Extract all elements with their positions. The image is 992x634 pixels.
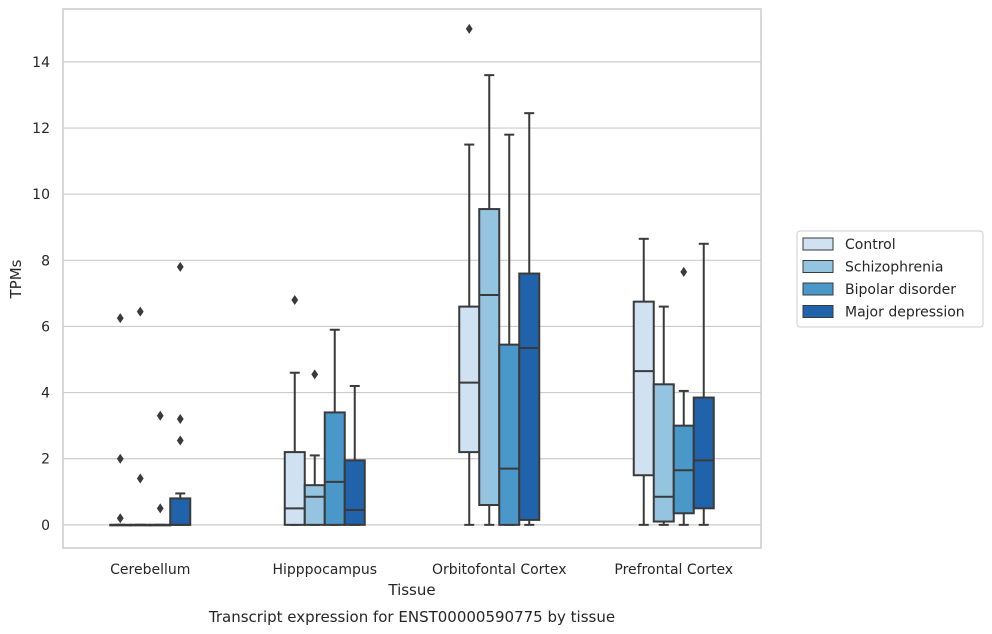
plot-frame	[62, 8, 762, 549]
box	[323, 411, 346, 526]
outlier-point	[116, 513, 124, 524]
outlier-point	[136, 306, 144, 317]
outlier-point	[311, 369, 319, 380]
x-tick-label: Hipppocampus	[272, 562, 377, 578]
box	[692, 396, 715, 510]
box-group	[283, 294, 306, 526]
box-group	[672, 266, 695, 526]
box	[458, 305, 481, 454]
box	[518, 272, 541, 521]
box	[632, 300, 655, 477]
outlier-point	[116, 313, 124, 324]
y-tick-label: 0	[41, 518, 50, 534]
x-axis-label: Tissue	[387, 581, 435, 599]
box-group	[149, 410, 172, 527]
box	[343, 459, 366, 526]
outlier-point	[156, 503, 164, 514]
legend-swatch	[802, 282, 834, 296]
outlier-point	[176, 414, 184, 425]
y-tick-label: 12	[32, 121, 50, 137]
box-group	[109, 313, 132, 527]
outlier-point	[116, 453, 124, 464]
outlier-point	[176, 435, 184, 446]
legend-frame	[796, 230, 984, 328]
outlier-point	[136, 473, 144, 484]
outlier-point	[291, 294, 299, 305]
y-tick-label: 10	[32, 187, 50, 203]
box-group	[518, 112, 541, 526]
box-group	[478, 74, 501, 526]
box	[283, 451, 306, 526]
legend-swatch	[802, 237, 834, 251]
y-tick-label: 2	[41, 452, 50, 468]
gridlines	[63, 61, 761, 526]
legend: Control Schizophrenia Bipolar disorder Majo…	[796, 230, 984, 328]
box	[169, 497, 192, 526]
outlier-point	[156, 410, 164, 421]
legend-label: Schizophrenia	[845, 260, 943, 276]
y-tick-label: 14	[32, 55, 50, 71]
legend-swatch	[802, 305, 834, 318]
outlier-point	[465, 23, 473, 34]
y-tick-label: 8	[41, 253, 50, 269]
box-group	[692, 242, 715, 526]
box-group	[129, 306, 152, 527]
box-group	[343, 384, 366, 526]
box	[478, 208, 501, 507]
box-group	[652, 305, 675, 526]
box-plot-marks	[109, 23, 715, 527]
box-group	[498, 133, 521, 526]
box-group	[458, 23, 481, 526]
box	[498, 343, 521, 526]
outlier-point	[176, 261, 184, 272]
chart-title: Transcript expression for ENST0000059077…	[208, 608, 615, 626]
box	[303, 484, 326, 526]
x-tick-labels: Cerebellum Hipppocampus Orbitofontal Corte…	[110, 562, 733, 578]
box-group	[323, 328, 346, 526]
y-axis-label: TPMs	[7, 259, 25, 299]
y-tick-label: 4	[41, 386, 50, 402]
x-tick-label: Prefrontal Cortex	[614, 562, 733, 578]
legend-swatch	[802, 260, 834, 273]
y-tick-label: 6	[41, 319, 50, 335]
box	[652, 383, 675, 523]
outlier-point	[680, 266, 688, 277]
x-tick-label: Orbitofontal Cortex	[432, 562, 567, 578]
box-group	[632, 237, 655, 526]
box-group	[169, 261, 192, 526]
legend-label: Bipolar disorder	[845, 282, 956, 298]
legend-label: Major depression	[845, 305, 965, 321]
legend-label: Control	[845, 237, 896, 253]
y-tick-labels: 0 2 4 6 8 10 12 14	[32, 55, 50, 534]
x-tick-label: Cerebellum	[110, 562, 190, 578]
